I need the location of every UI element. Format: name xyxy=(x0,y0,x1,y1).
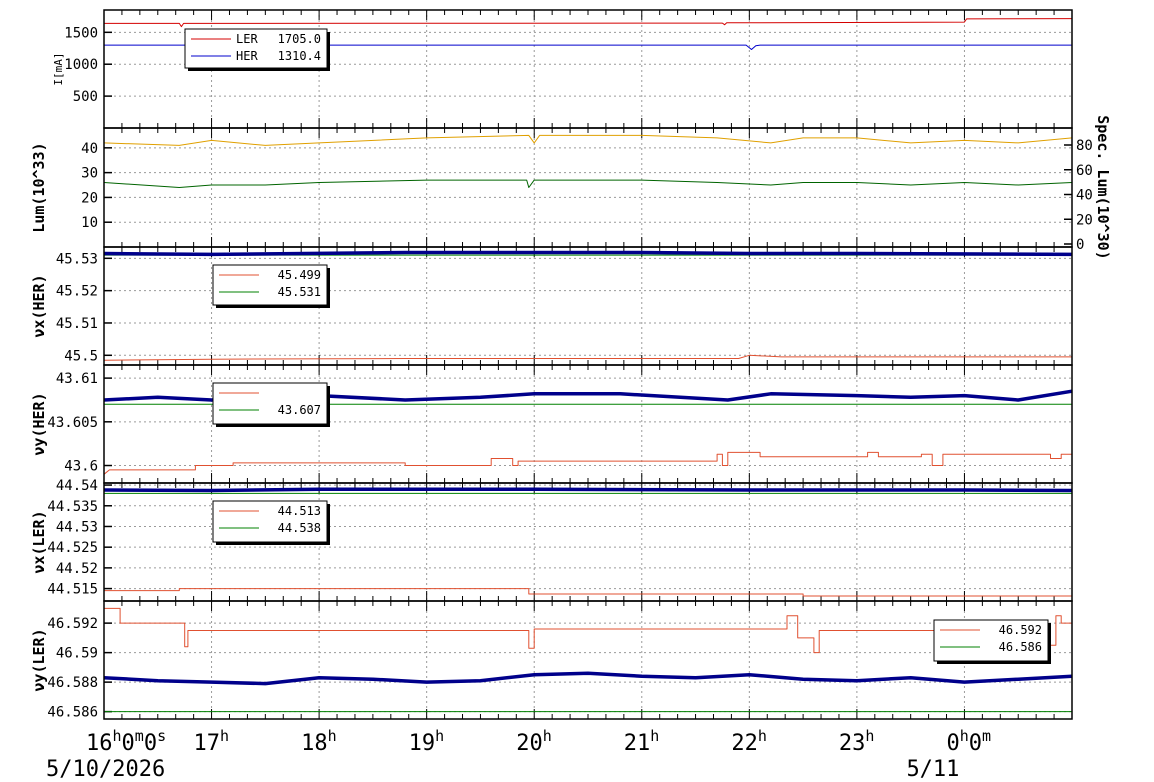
y-axis-label: νy(HER) xyxy=(30,392,48,455)
legend-value: 46.592 xyxy=(999,623,1042,637)
legend-box xyxy=(212,382,328,425)
y-tick-label: 500 xyxy=(73,89,98,105)
y-tick-label: 46.592 xyxy=(47,616,98,632)
legend-value: 46.586 xyxy=(999,640,1042,654)
y-tick-label: 44.53 xyxy=(56,519,98,535)
series-line-1 xyxy=(103,354,1072,361)
legend-box xyxy=(184,28,328,69)
y-tick-label: 44.52 xyxy=(56,561,98,577)
x-tick-label: 17h xyxy=(194,727,230,756)
y-tick-label: 43.6 xyxy=(64,459,98,475)
legend-value: 44.538 xyxy=(278,521,321,535)
y-tick-label: 45.51 xyxy=(56,316,98,332)
y2-axis-label: Spec. Lum(10^30) xyxy=(1094,115,1112,260)
x-tick-label: 18h xyxy=(301,727,337,756)
series-line-2 xyxy=(103,179,1073,188)
legend-value: 45.499 xyxy=(278,268,321,282)
legend-box xyxy=(212,500,328,543)
series-line-1 xyxy=(104,588,1072,597)
x-tick-label: 21h xyxy=(624,727,660,756)
legend-value: 43.607 xyxy=(278,403,321,417)
panel-4: 43.6 43.605 43.61 νy(HER) 43.607 xyxy=(30,364,1073,484)
y-axis-label: Lum(10^33) xyxy=(30,142,48,232)
y-tick-label: 44.535 xyxy=(47,499,98,515)
y-tick-label: 1000 xyxy=(64,57,98,73)
x-date-label: 5/10/2026 xyxy=(46,757,165,782)
y2-tick-label: 60 xyxy=(1076,163,1093,179)
y2-tick-label: 20 xyxy=(1076,212,1093,228)
series-line-3 xyxy=(103,487,1073,493)
legend-value: 45.531 xyxy=(278,285,321,299)
series-line-1 xyxy=(103,134,1073,146)
x-tick-label: 0h0m xyxy=(946,727,991,756)
legend-value: 1310.4 xyxy=(278,49,321,63)
y-tick-label: 46.59 xyxy=(56,646,98,662)
panel-frame xyxy=(103,127,1073,248)
legend-name: LER xyxy=(236,32,258,46)
x-date-label: 5/11 xyxy=(906,757,959,782)
y-tick-label: 44.515 xyxy=(47,582,98,598)
x-tick-label: 23h xyxy=(839,727,875,756)
y-tick-label: 44.54 xyxy=(56,478,98,494)
panel-frame xyxy=(103,600,1073,720)
panel-1: 500 1000 1500 I[mA] LER 1705.0 HER 1310.4 xyxy=(52,9,1073,129)
legend-box xyxy=(212,264,328,306)
x-tick-label: 19h xyxy=(409,727,445,756)
y-tick-label: 30 xyxy=(81,166,98,182)
series-line-2 xyxy=(104,44,1072,50)
y-axis-label: νx(HER) xyxy=(30,274,48,337)
y-tick-label: 43.605 xyxy=(47,415,98,431)
y2-tick-label: 80 xyxy=(1076,138,1093,154)
legend-box xyxy=(933,619,1049,662)
y-tick-label: 45.5 xyxy=(64,348,98,364)
panel-2: 10 20 30 40 Lum(10^33) 0 20 40 60 80 Spec. Lum(10^… xyxy=(30,115,1112,260)
y2-tick-label: 40 xyxy=(1076,188,1093,204)
series-line-1 xyxy=(103,451,1072,475)
y-tick-label: 40 xyxy=(81,141,98,157)
series-line-3 xyxy=(103,250,1073,257)
x-tick-label: 20h xyxy=(516,727,552,756)
legend-value: 44.513 xyxy=(278,504,321,518)
legend-value: 1705.0 xyxy=(278,32,321,46)
y-axis-label: νx(LER) xyxy=(30,510,48,573)
y-tick-label: 45.53 xyxy=(56,251,98,267)
y2-tick-label: 0 xyxy=(1076,237,1084,253)
y-tick-label: 10 xyxy=(81,215,98,231)
y-tick-label: 46.586 xyxy=(47,705,98,721)
y-axis-label: I[mA] xyxy=(52,52,65,85)
y-tick-label: 43.61 xyxy=(56,371,98,387)
panel-3: 45.5 45.51 45.52 45.53 νx(HER) 45.499 45.531 xyxy=(30,246,1073,366)
y-tick-label: 46.588 xyxy=(47,675,98,691)
y-tick-label: 1500 xyxy=(64,25,98,41)
legend-name: HER xyxy=(236,49,258,63)
y-axis-label: νy(LER) xyxy=(30,628,48,691)
x-tick-label: 22h xyxy=(731,727,767,756)
y-tick-label: 44.525 xyxy=(47,540,98,556)
y-tick-label: 45.52 xyxy=(56,284,98,300)
panel-5: 44.515 44.52 44.525 44.53 44.535 44.54 νx(LER)… xyxy=(30,478,1073,602)
y-tick-label: 20 xyxy=(81,190,98,206)
series-line-1 xyxy=(104,18,1073,28)
series-line-1 xyxy=(104,607,1072,654)
series-line-3 xyxy=(103,671,1073,686)
x-tick-label: 16h0m0s xyxy=(86,727,166,756)
